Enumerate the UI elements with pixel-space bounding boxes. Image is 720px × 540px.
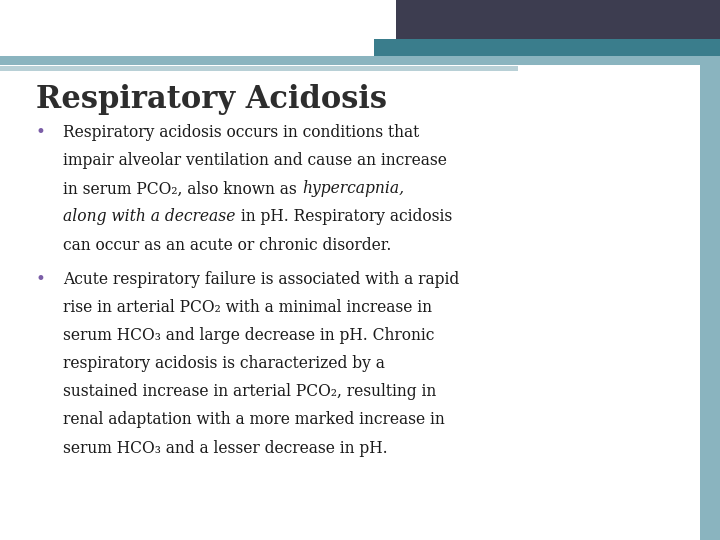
Text: Respiratory Acidosis: Respiratory Acidosis xyxy=(36,84,387,114)
Text: renal adaptation with a more marked increase in: renal adaptation with a more marked incr… xyxy=(63,411,445,428)
Text: in pH. Respiratory acidosis: in pH. Respiratory acidosis xyxy=(235,208,452,225)
Text: Acute respiratory failure is associated with a rapid: Acute respiratory failure is associated … xyxy=(63,271,459,288)
Text: Respiratory acidosis occurs in conditions that: Respiratory acidosis occurs in condition… xyxy=(63,124,420,141)
Text: •: • xyxy=(36,123,46,141)
Text: rise in arterial PCO₂ with a minimal increase in: rise in arterial PCO₂ with a minimal inc… xyxy=(63,299,432,316)
Text: impair alveolar ventilation and cause an increase: impair alveolar ventilation and cause an… xyxy=(63,152,447,169)
Text: respiratory acidosis is characterized by a: respiratory acidosis is characterized by… xyxy=(63,355,385,372)
Text: in serum PCO₂, also known as: in serum PCO₂, also known as xyxy=(63,180,302,197)
Bar xyxy=(0,56,720,65)
Text: serum HCO₃ and a lesser decrease in pH.: serum HCO₃ and a lesser decrease in pH. xyxy=(63,440,388,456)
Text: hypercapnia,: hypercapnia, xyxy=(302,180,404,197)
Text: sustained increase in arterial PCO₂, resulting in: sustained increase in arterial PCO₂, res… xyxy=(63,383,436,400)
Bar xyxy=(0,66,518,71)
Text: can occur as an acute or chronic disorder.: can occur as an acute or chronic disorde… xyxy=(63,237,392,253)
Text: •: • xyxy=(36,270,46,288)
Text: along with a decrease: along with a decrease xyxy=(63,208,235,225)
Bar xyxy=(700,65,720,540)
Text: serum HCO₃ and large decrease in pH. Chronic: serum HCO₃ and large decrease in pH. Chr… xyxy=(63,327,435,344)
Bar xyxy=(396,0,720,40)
Bar xyxy=(374,39,720,57)
